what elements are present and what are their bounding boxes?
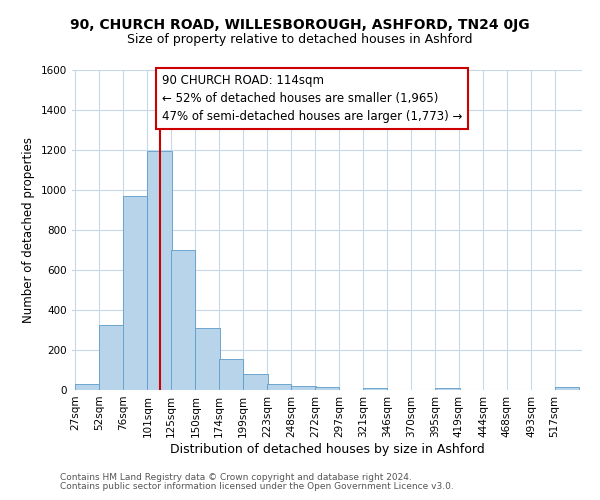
Bar — [315, 387, 339, 390]
Bar — [123, 196, 148, 390]
Text: Contains HM Land Registry data © Crown copyright and database right 2024.: Contains HM Land Registry data © Crown c… — [60, 474, 412, 482]
Bar — [244, 374, 268, 390]
Bar — [363, 388, 387, 390]
Text: Contains public sector information licensed under the Open Government Licence v3: Contains public sector information licen… — [60, 482, 454, 491]
Text: Size of property relative to detached houses in Ashford: Size of property relative to detached ho… — [127, 32, 473, 46]
Text: 90, CHURCH ROAD, WILLESBOROUGH, ASHFORD, TN24 0JG: 90, CHURCH ROAD, WILLESBOROUGH, ASHFORD,… — [70, 18, 530, 32]
Bar — [148, 151, 172, 390]
Bar — [219, 359, 244, 390]
Bar — [196, 328, 220, 390]
Bar — [171, 250, 196, 390]
Bar — [435, 388, 460, 390]
Bar — [100, 325, 124, 390]
Bar — [291, 386, 316, 390]
Bar — [267, 384, 291, 390]
Y-axis label: Number of detached properties: Number of detached properties — [22, 137, 35, 323]
Bar — [75, 384, 100, 390]
Text: 90 CHURCH ROAD: 114sqm
← 52% of detached houses are smaller (1,965)
47% of semi-: 90 CHURCH ROAD: 114sqm ← 52% of detached… — [162, 74, 463, 123]
Bar — [554, 387, 579, 390]
X-axis label: Distribution of detached houses by size in Ashford: Distribution of detached houses by size … — [170, 442, 484, 456]
